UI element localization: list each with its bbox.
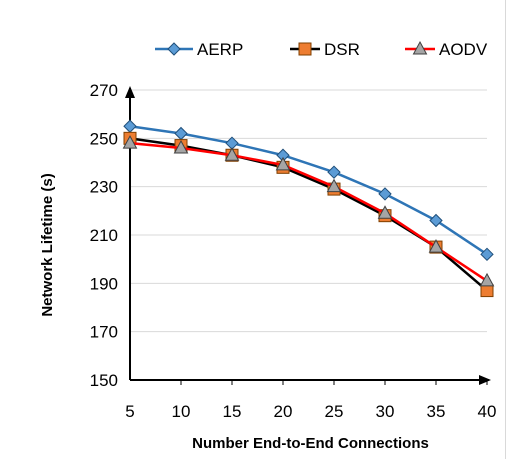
y-tick-label: 210	[90, 226, 118, 245]
y-axis-title: Network Lifetime (s)	[39, 173, 56, 316]
data-point-aodv	[326, 178, 342, 193]
chart-frame: 150 170 190 210 230 250 270 5 10 15 20 25 30 35 40 AE…	[39, 0, 506, 459]
x-tick-label: 40	[478, 402, 497, 421]
data-point-aerp	[123, 119, 137, 133]
data-point-aodv	[428, 239, 444, 253]
legend-marker-aodv	[412, 40, 428, 55]
series-line-dsr	[129, 137, 488, 292]
x-tick-label: 15	[223, 402, 242, 421]
legend-item-aodv: AODV	[405, 40, 488, 59]
x-tick-label: 5	[125, 402, 134, 421]
x-tick-label: 20	[274, 402, 293, 421]
legend-label-dsr: DSR	[324, 40, 360, 59]
y-axis-arrowhead	[125, 86, 135, 98]
legend-item-aerp: AERP	[155, 40, 243, 59]
series-dsr	[123, 131, 494, 298]
y-tick-label: 270	[90, 81, 118, 100]
legend-marker-aerp	[167, 42, 181, 56]
data-point-aodv	[224, 147, 240, 161]
data-point-aerp	[174, 126, 188, 141]
y-tick-label: 250	[90, 129, 118, 148]
x-tick-label: 30	[376, 402, 395, 421]
y-tick-label: 190	[90, 274, 118, 293]
legend-label-aodv: AODV	[439, 40, 488, 59]
legend-label-aerp: AERP	[197, 40, 243, 59]
y-tick-labels: 150 170 190 210 230 250 270	[90, 81, 118, 390]
data-point-aodv	[275, 156, 291, 171]
x-tick-label: 25	[325, 402, 344, 421]
y-tick-label: 150	[90, 371, 118, 390]
x-axis-arrowhead	[479, 375, 491, 385]
data-point-aodv	[377, 205, 393, 219]
data-point-aodv	[122, 135, 138, 149]
series-line-aerp	[129, 125, 488, 256]
data-point-aerp	[429, 213, 443, 228]
x-tick-label: 35	[427, 402, 446, 421]
data-point-aerp	[480, 247, 494, 262]
y-tick-label: 230	[90, 178, 118, 197]
x-tick-labels: 5 10 15 20 25 30 35 40	[125, 402, 496, 421]
data-point-aodv	[173, 139, 189, 154]
line-chart: 150 170 190 210 230 250 270 5 10 15 20 25 30 35 40 AE…	[39, 40, 496, 452]
y-tick-label: 170	[90, 323, 118, 342]
data-point-aerp	[327, 165, 341, 179]
x-tick-label: 10	[172, 402, 191, 421]
legend-item-dsr: DSR	[290, 40, 360, 59]
gridlines	[130, 89, 487, 333]
legend-marker-dsr	[298, 42, 312, 56]
data-point-aodv	[479, 272, 495, 287]
series-line-aodv	[129, 141, 488, 282]
series-aodv	[122, 135, 495, 287]
x-axis-title: Number End-to-End Connections	[192, 435, 429, 452]
series-group	[122, 119, 495, 298]
data-point-aerp	[378, 187, 392, 201]
legend: AERP DSR AODV	[155, 40, 488, 59]
